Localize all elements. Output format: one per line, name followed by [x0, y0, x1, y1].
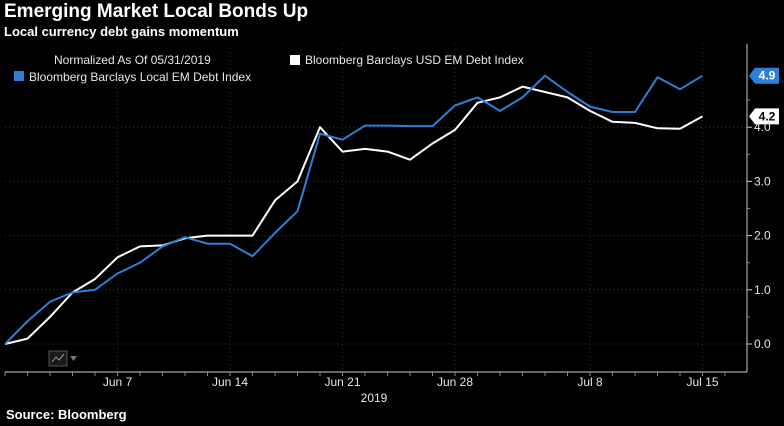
y-tick-label: 2.0 — [754, 229, 771, 243]
chart-type-toggle[interactable] — [48, 350, 77, 367]
legend-swatch-usd — [290, 55, 300, 65]
x-tick-label: Jul 15 — [686, 375, 718, 389]
x-axis-year-label: 2019 — [361, 391, 388, 405]
x-tick-label: Jul 8 — [577, 375, 603, 389]
last-value-badge-usd — [749, 108, 779, 125]
y-tick-label: 4.0 — [754, 120, 771, 134]
line-chart-icon — [51, 353, 65, 363]
x-tick-label: Jun 28 — [437, 375, 473, 389]
tick-labels: 0.0 1.0 2.0 3.0 4.0 Jun 7 Jun 14 Jun 21 Jun 28 Ju… — [103, 120, 771, 389]
legend: Normalized As Of 05/31/2019 Bloomberg Ba… — [14, 53, 524, 84]
legend-label-local: Bloomberg Barclays Local EM Debt Index — [29, 70, 251, 84]
y-tick-label: 0.0 — [754, 337, 771, 351]
x-tick-label: Jun 14 — [212, 375, 248, 389]
plot-background — [0, 40, 784, 395]
y-tick-label: 1.0 — [754, 283, 771, 297]
series-line-local — [4, 74, 704, 345]
y-tick-label: 3.0 — [754, 174, 771, 188]
source-note: Source: Bloomberg — [6, 407, 127, 422]
series-lines — [4, 74, 704, 345]
chart-title: Emerging Market Local Bonds Up — [4, 1, 309, 22]
legend-swatch-local — [14, 71, 24, 81]
gridlines — [5, 44, 747, 372]
last-value-badges: 4.2 4.9 — [749, 67, 779, 125]
last-value-badge-local — [749, 67, 779, 84]
x-tick-label: Jun 21 — [324, 375, 360, 389]
series-line-usd — [4, 85, 703, 345]
chart-subtitle: Local currency debt gains momentum — [4, 24, 239, 39]
chevron-down-icon[interactable] — [70, 356, 77, 361]
x-tick-label: Jun 7 — [103, 375, 133, 389]
last-value-label-local: 4.9 — [759, 69, 776, 83]
legend-header: Normalized As Of 05/31/2019 — [54, 53, 211, 67]
last-value-label-usd: 4.2 — [759, 109, 776, 123]
legend-label-usd: Bloomberg Barclays USD EM Debt Index — [305, 53, 524, 67]
axes — [4, 44, 752, 376]
